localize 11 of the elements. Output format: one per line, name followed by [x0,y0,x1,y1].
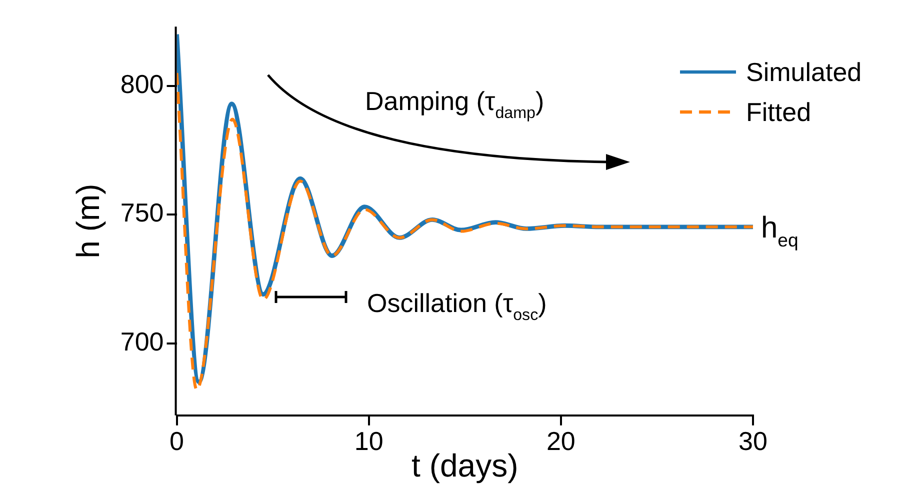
x-tick-label: 0 [170,426,184,456]
y-tick-label: 700 [120,326,164,356]
y-tick-label: 750 [120,198,164,228]
y-tick-label: 800 [120,68,164,99]
x-tick-label: 10 [354,426,384,456]
legend-label: Simulated [746,56,862,88]
x-tick-label: 30 [738,426,768,456]
x-axis-title: t (days) [412,448,518,484]
legend-label: Fitted [746,96,812,128]
x-tick-label: 20 [546,426,576,456]
y-axis-title: h (m) [70,184,106,258]
